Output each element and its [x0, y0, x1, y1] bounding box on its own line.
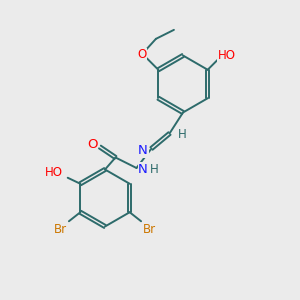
Text: O: O: [87, 137, 98, 151]
Text: HO: HO: [218, 49, 236, 62]
Text: H: H: [150, 163, 159, 176]
Text: H: H: [178, 128, 187, 142]
Text: N: N: [138, 163, 148, 176]
Text: O: O: [137, 48, 146, 61]
Text: HO: HO: [45, 166, 63, 179]
Text: Br: Br: [143, 223, 156, 236]
Text: Br: Br: [54, 223, 67, 236]
Text: N: N: [138, 144, 148, 158]
